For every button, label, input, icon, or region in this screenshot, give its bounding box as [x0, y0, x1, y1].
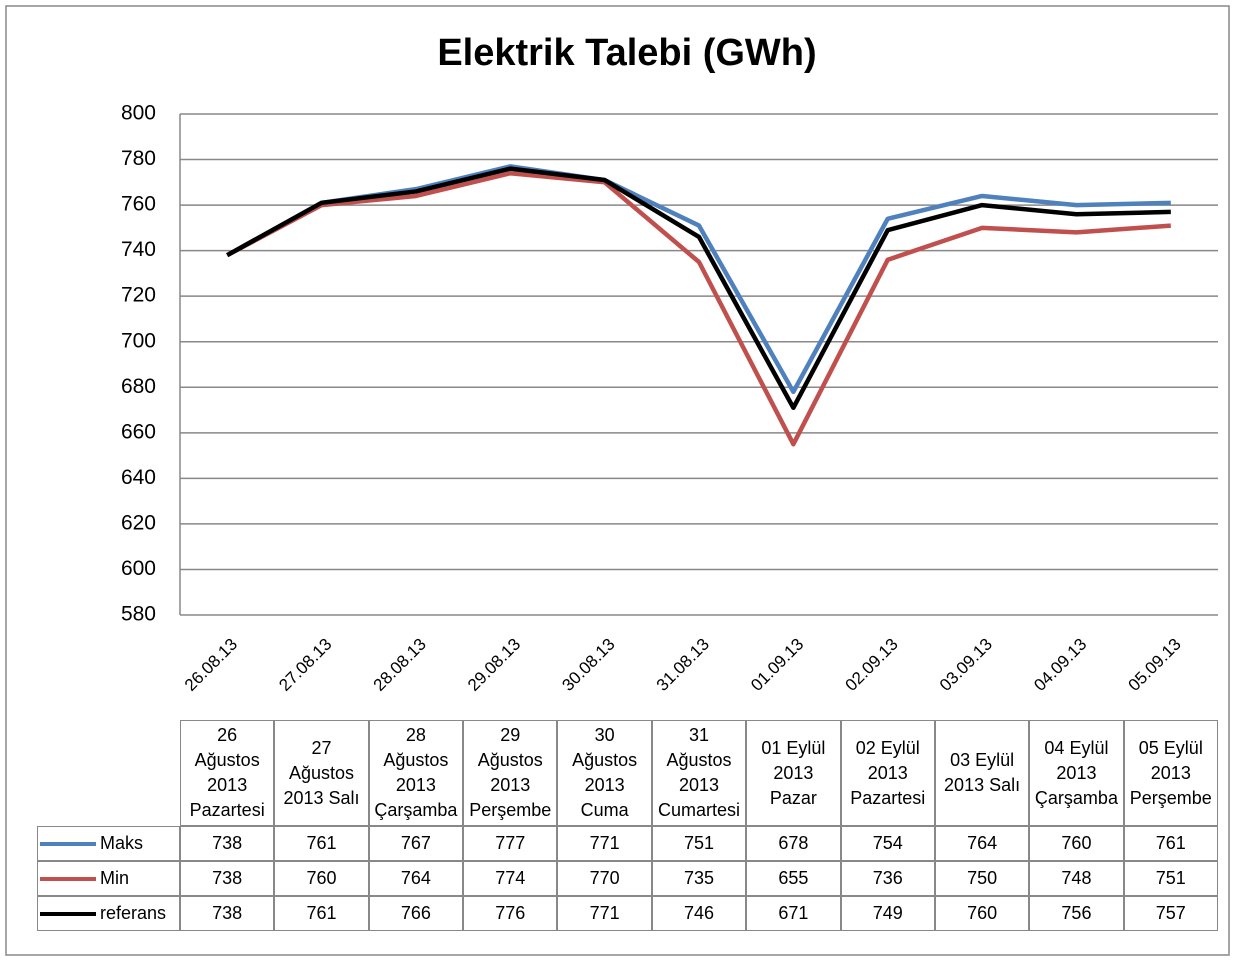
- table-header: 02 Eylül 2013 Pazartesi: [840, 720, 935, 826]
- legend-swatch: [40, 911, 96, 916]
- x-tick-label: 05.09.13: [1125, 635, 1185, 695]
- x-tick-label: 30.08.13: [558, 635, 618, 695]
- table-value: 761: [274, 826, 369, 861]
- table-header: 05 Eylül 2013 Perşembe: [1123, 720, 1218, 826]
- chart-title: Elektrik Talebi (GWh): [437, 32, 816, 74]
- table-value: 760: [274, 861, 369, 896]
- table-value: 746: [651, 896, 747, 931]
- table-value: 748: [1029, 861, 1124, 896]
- y-tick-label: 600: [121, 557, 156, 580]
- table-value: 750: [934, 861, 1030, 896]
- table-value: 760: [1029, 826, 1124, 861]
- table-value: 771: [557, 896, 652, 931]
- chart-border: [5, 5, 1230, 956]
- table-value: 738: [180, 826, 275, 861]
- series-line: [226, 170, 1171, 447]
- table-value: 655: [746, 861, 841, 896]
- x-tick-label: 26.08.13: [181, 635, 241, 695]
- table-header: 28 Ağustos 2013 Çarşamba: [368, 720, 464, 826]
- table-value: 757: [1123, 896, 1218, 931]
- y-tick-label: 660: [121, 420, 156, 443]
- table-header: 26 Ağustos 2013 Pazartesi: [180, 720, 275, 826]
- table-value: 760: [934, 896, 1030, 931]
- table-value: 678: [746, 826, 841, 861]
- y-tick-label: 680: [121, 375, 156, 398]
- legend-cell: referans: [37, 896, 180, 931]
- table-value: 671: [746, 896, 841, 931]
- y-tick-label: 620: [121, 511, 156, 534]
- x-tick-label: 01.09.13: [747, 635, 807, 695]
- table-value: 767: [368, 826, 464, 861]
- table-header: 27 Ağustos 2013 Salı: [274, 720, 369, 826]
- y-tick-label: 700: [121, 329, 156, 352]
- x-tick-label: 27.08.13: [275, 635, 335, 695]
- table-value: 774: [463, 861, 558, 896]
- legend-swatch: [40, 876, 96, 881]
- table-value: 751: [651, 826, 747, 861]
- series-line: [226, 166, 1171, 411]
- y-tick-label: 780: [121, 147, 156, 170]
- table-header: 31 Ağustos 2013 Cumartesi: [651, 720, 747, 826]
- table-value: 751: [1123, 861, 1218, 896]
- table-header: 03 Eylül 2013 Salı: [934, 720, 1030, 826]
- x-tick-label: 28.08.13: [370, 635, 430, 695]
- x-tick-label: 03.09.13: [936, 635, 996, 695]
- table-value: 754: [840, 826, 935, 861]
- table-value: 764: [368, 861, 464, 896]
- table-header: 04 Eylül 2013 Çarşamba: [1029, 720, 1124, 826]
- table-value: 770: [557, 861, 652, 896]
- y-tick-label: 740: [121, 238, 156, 261]
- table-value: 756: [1029, 896, 1124, 931]
- table-value: 777: [463, 826, 558, 861]
- table-value: 738: [180, 861, 275, 896]
- legend-label: Maks: [100, 833, 144, 853]
- x-tick-label: 31.08.13: [653, 635, 713, 695]
- table-value: 764: [934, 826, 1030, 861]
- legend-label: referans: [100, 903, 167, 923]
- y-tick-label: 580: [121, 603, 156, 626]
- legend-swatch: [40, 841, 96, 846]
- table-value: 736: [840, 861, 935, 896]
- y-tick-label: 720: [121, 284, 156, 307]
- table-header: 30 Ağustos 2013 Cuma: [557, 720, 652, 826]
- y-tick-label: 800: [121, 102, 156, 125]
- x-tick-label: 02.09.13: [841, 635, 901, 695]
- table-value: 738: [180, 896, 275, 931]
- legend-cell: Min: [37, 861, 180, 896]
- legend-cell: Maks: [37, 826, 180, 861]
- table-value: 776: [463, 896, 558, 931]
- table-value: 766: [368, 896, 464, 931]
- table-value: 771: [557, 826, 652, 861]
- x-tick-label: 29.08.13: [464, 635, 524, 695]
- table-value: 761: [1123, 826, 1218, 861]
- table-header: 29 Ağustos 2013 Perşembe: [463, 720, 558, 826]
- legend-label: Min: [100, 868, 130, 888]
- table-value: 761: [274, 896, 369, 931]
- x-tick-label: 04.09.13: [1030, 635, 1090, 695]
- table-header: 01 Eylül 2013 Pazar: [746, 720, 841, 826]
- table-value: 735: [651, 861, 747, 896]
- y-tick-label: 640: [121, 466, 156, 489]
- y-tick-label: 760: [121, 193, 156, 216]
- table-value: 749: [840, 896, 935, 931]
